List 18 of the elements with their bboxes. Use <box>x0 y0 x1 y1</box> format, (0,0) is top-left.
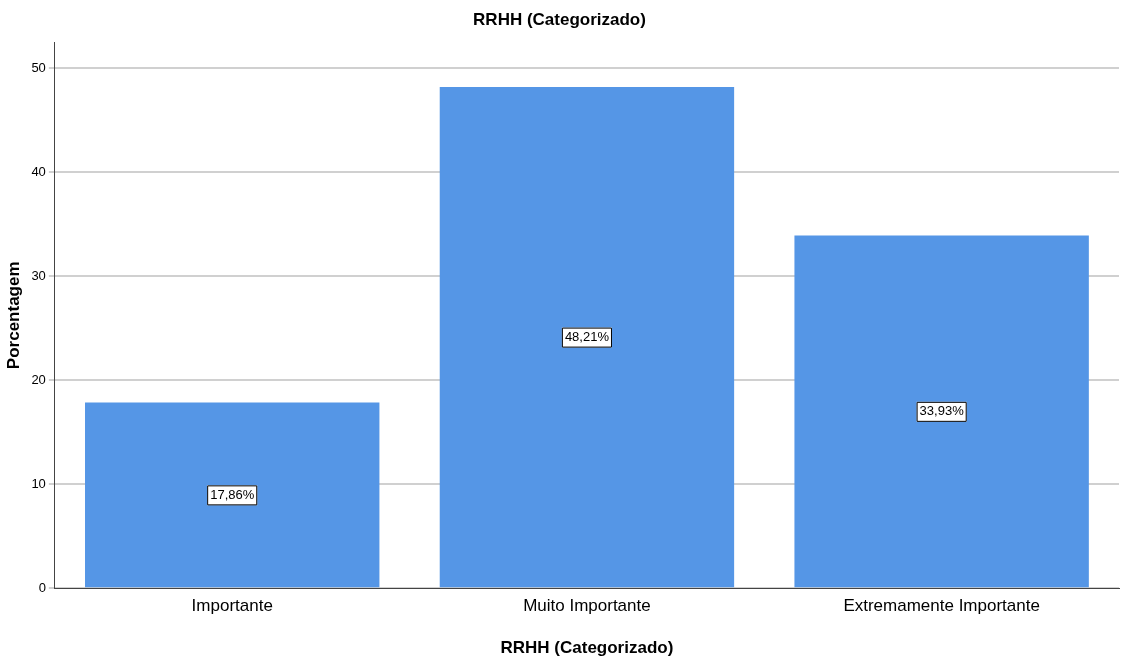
y-tick-label: 0 <box>38 579 46 595</box>
bar <box>85 402 380 588</box>
chart-title: RRHH (Categorizado) <box>473 9 646 29</box>
x-axis-title: RRHH (Categorizado) <box>500 638 674 658</box>
bar <box>439 87 735 588</box>
y-tick-label: 40 <box>31 163 46 179</box>
x-tick-label: Importante <box>191 596 273 616</box>
x-tick-label: Muito Importante <box>523 596 651 616</box>
y-tick-label: 10 <box>31 475 46 491</box>
data-label: 33,93% <box>919 403 965 419</box>
data-label: 48,21% <box>564 329 610 345</box>
data-label: 17,86% <box>210 486 255 502</box>
x-tick-label: Extremamente Importante <box>843 596 1040 616</box>
y-tick-label: 20 <box>31 371 46 387</box>
y-tick-label: 50 <box>31 59 46 75</box>
bar <box>794 235 1089 588</box>
y-tick-label: 30 <box>31 267 46 283</box>
y-axis-title: Porcentagem <box>3 261 23 370</box>
